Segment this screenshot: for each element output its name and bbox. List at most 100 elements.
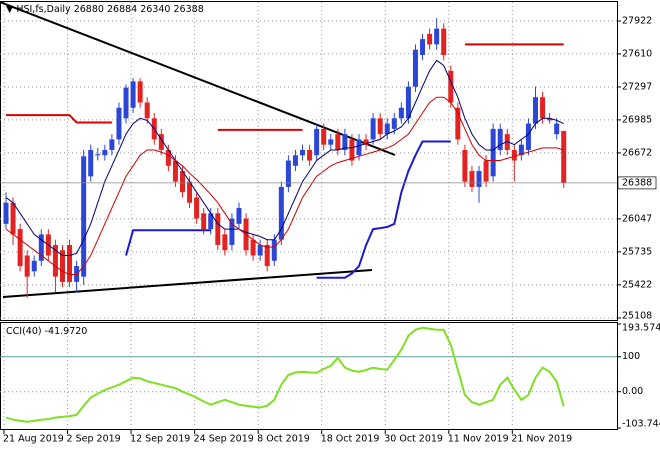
candle-body <box>180 171 185 193</box>
candle-body <box>328 139 334 145</box>
candle-body <box>540 97 546 119</box>
candle-body <box>420 39 426 55</box>
y-tick-label: 27610 <box>622 48 652 59</box>
candle-body <box>229 218 235 245</box>
ohlc-low: 26340 <box>140 4 170 15</box>
candle-body <box>130 81 136 108</box>
candle-body <box>215 213 221 245</box>
candle-body <box>194 197 200 219</box>
candle-body <box>335 134 341 150</box>
chart-title: HSI,fs,Daily <box>16 4 71 15</box>
candle-body <box>271 239 277 261</box>
candle-body <box>476 171 482 187</box>
candle-body <box>412 49 418 87</box>
candle-body <box>363 139 369 145</box>
candle-body <box>187 181 193 203</box>
candle-body <box>441 28 447 55</box>
x-tick-label: 18 Oct 2019 <box>321 434 380 445</box>
candle-body <box>427 33 433 45</box>
x-tick-label: 21 Nov 2019 <box>511 434 572 445</box>
candle-body <box>462 149 468 182</box>
candle-body <box>469 171 475 187</box>
candle-body <box>158 134 164 150</box>
candle-body <box>511 149 517 161</box>
candle-body <box>483 160 489 182</box>
indicator-line <box>125 140 451 279</box>
candle-body <box>257 244 263 256</box>
ohlc-high: 26884 <box>107 4 137 15</box>
candle-body <box>525 123 531 150</box>
indicator-line <box>6 43 564 131</box>
candle-body <box>356 139 362 156</box>
candle-body <box>398 107 404 119</box>
indicator-line <box>5 96 564 275</box>
candle-body <box>137 81 143 103</box>
candle-body <box>250 239 256 256</box>
candle-body <box>455 107 461 140</box>
candle-body <box>109 139 115 150</box>
candle-body <box>95 154 101 156</box>
x-tick-label: 24 Sep 2019 <box>194 434 254 445</box>
indicator-title: CCI(40) <box>6 326 42 337</box>
candle-body <box>391 118 397 129</box>
candle-body <box>497 128 503 150</box>
candle-body <box>490 128 496 177</box>
x-tick-label: 30 Oct 2019 <box>384 434 443 445</box>
x-tick-label: 2 Sep 2019 <box>67 434 121 445</box>
chart-header: ▼ HSI,fs,Daily 26880 26884 26340 26388 <box>6 4 204 15</box>
ohlc-open: 26880 <box>74 4 104 15</box>
current-price-box <box>617 176 657 190</box>
candle-body <box>38 234 44 261</box>
indicator-panel <box>0 322 618 430</box>
candle-body <box>533 97 538 124</box>
y-tick-label: 26047 <box>622 213 652 224</box>
candle-body <box>405 86 411 119</box>
y-tick-label: 26672 <box>622 147 652 158</box>
candle-body <box>222 234 228 251</box>
candle-body <box>448 70 454 103</box>
candle-body <box>561 130 567 183</box>
trend-line <box>2 269 373 298</box>
y-tick-label: 26985 <box>622 114 652 125</box>
indicator-header: CCI(40) -41.9720 <box>6 326 87 337</box>
candle-body <box>342 134 348 150</box>
trend-line <box>0 1 396 156</box>
y-tick-label: 25422 <box>622 279 652 290</box>
x-tick-label: 8 Oct 2019 <box>257 434 310 445</box>
candle-body <box>300 149 306 156</box>
candle-body <box>370 118 376 140</box>
candle-body <box>554 123 560 135</box>
x-tick-label: 12 Sep 2019 <box>130 434 190 445</box>
candle-body <box>31 260 37 272</box>
indicator-line <box>5 326 565 423</box>
y-tick-label: 27922 <box>622 15 652 26</box>
candle-body <box>24 255 30 277</box>
candle-body <box>201 213 207 230</box>
candle-body <box>123 87 129 119</box>
y-tick-label: -103.744 <box>622 419 660 430</box>
candle-body <box>292 155 298 166</box>
candle-body <box>52 244 58 277</box>
candle-body <box>547 118 553 121</box>
x-tick-label: 11 Nov 2019 <box>448 434 509 445</box>
candle-body <box>314 128 320 156</box>
candle-body <box>278 186 284 240</box>
current-price-label: 26388 <box>622 177 652 188</box>
candle-body <box>285 160 291 187</box>
candle-body <box>144 102 150 119</box>
y-tick-label: 25108 <box>622 311 652 322</box>
candle-body <box>384 123 390 135</box>
candle-body <box>321 128 327 145</box>
candle-body <box>88 149 94 177</box>
candle-body <box>165 149 171 166</box>
candle-body <box>264 244 270 267</box>
candle-body <box>116 107 122 140</box>
candle-body <box>349 139 355 161</box>
candle-body <box>17 229 23 267</box>
indicator-line <box>5 59 564 256</box>
candle-body <box>307 149 313 161</box>
candle-body <box>59 250 65 282</box>
candle-body <box>208 213 214 230</box>
y-tick-label: 27297 <box>622 81 652 92</box>
